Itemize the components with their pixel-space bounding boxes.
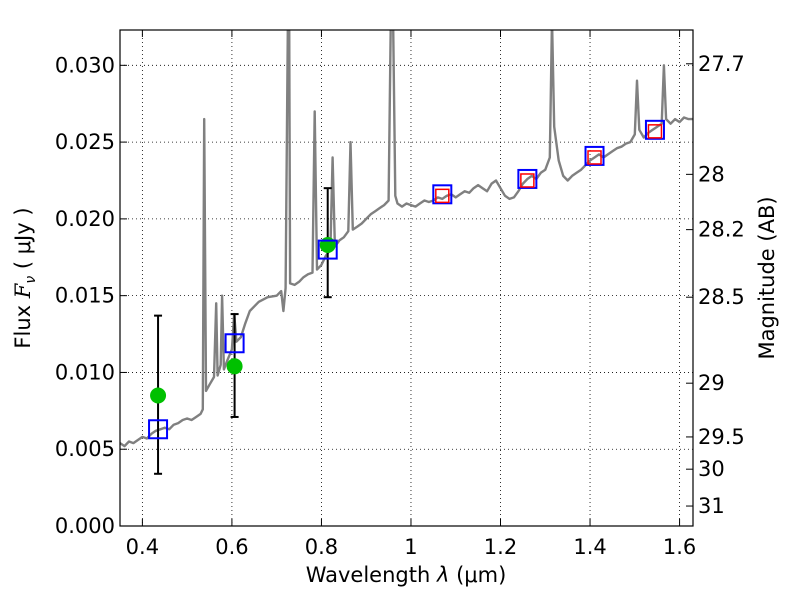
model-point: [517, 168, 538, 189]
model-point: [317, 239, 338, 260]
grid: [120, 30, 693, 527]
y-tick-label: 0.010: [55, 360, 115, 384]
y2-tick-label: 29.5: [698, 425, 745, 449]
y-axis-title-symbol: F: [11, 282, 35, 299]
y-tick-label: 0.000: [55, 514, 115, 538]
x-tick-label: 1.2: [484, 535, 517, 559]
y2-tick-label: 28.2: [698, 218, 745, 242]
y2-tick-label: 27.7: [698, 52, 745, 76]
x-axis-title: Wavelength λ (μm): [306, 563, 507, 587]
x-axis-title-prefix: Wavelength: [306, 563, 437, 587]
observed-point: [319, 236, 336, 253]
y-axis-title: Flux Fν ( μJy ): [11, 207, 39, 348]
plot-frame: [119, 29, 694, 527]
x-tick-label: 1: [404, 535, 417, 559]
model-point: [224, 333, 245, 354]
y-tick-label: 0.025: [55, 130, 115, 154]
x-axis-title-suffix: (μm): [449, 563, 506, 587]
y-tick-label: 0.020: [55, 207, 115, 231]
x-tick-label: 1.6: [663, 535, 696, 559]
x-tick-label: 0.6: [215, 535, 248, 559]
y2-tick-label: 30: [698, 457, 725, 481]
observed-point: [226, 358, 243, 375]
ticks: 0.4 0.6 0.8 1 1.2 1.4 1.6 0.000 0.005 0.010 0.015 0…: [55, 30, 745, 559]
y2-axis-title: Magnitude (AB): [755, 196, 779, 359]
x-tick-label: 0.8: [305, 535, 338, 559]
plot-area: [120, 30, 693, 448]
y-axis-title-suffix: ( μJy ): [11, 207, 35, 275]
upper-limit-marker: [587, 150, 602, 165]
upper-limit-marker: [647, 124, 663, 139]
y-tick-label: 0.030: [55, 53, 115, 77]
upper-limit-marker: [435, 188, 450, 204]
markers: [148, 119, 665, 475]
y2-tick-label: 31: [698, 494, 725, 518]
model-point: [148, 419, 169, 440]
y2-tick-label: 28.5: [698, 285, 745, 309]
y-axis-title-prefix: Flux: [11, 298, 35, 348]
model-point: [432, 184, 453, 205]
y-axis-title-subscript: ν: [23, 276, 39, 284]
y2-tick-label: 28: [698, 162, 725, 186]
upper-limit-marker: [520, 173, 535, 188]
model-point: [584, 145, 605, 166]
model-point: [644, 119, 665, 140]
sed-line: [120, 30, 693, 448]
y2-tick-label: 29: [698, 371, 725, 395]
observed-point: [150, 387, 167, 404]
x-axis-title-symbol: λ: [436, 563, 449, 587]
x-tick-label: 1.4: [573, 535, 606, 559]
x-tick-label: 0.4: [126, 535, 159, 559]
y-tick-label: 0.005: [55, 437, 115, 461]
y-tick-label: 0.015: [55, 284, 115, 308]
